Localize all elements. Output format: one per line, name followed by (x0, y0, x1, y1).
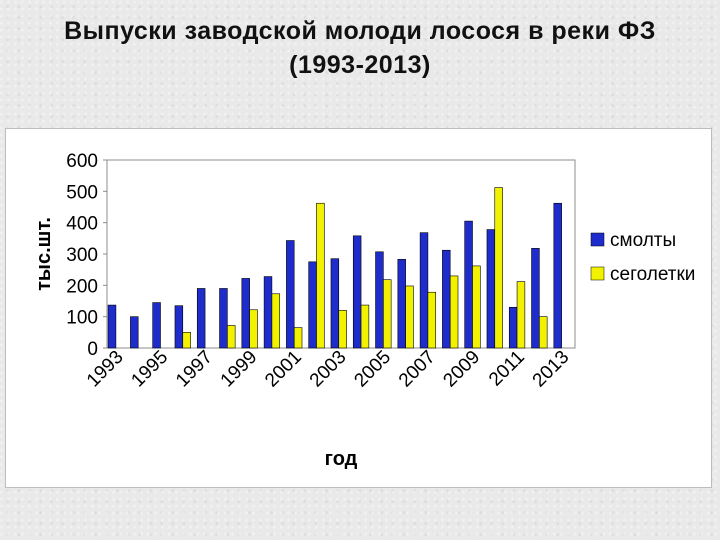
bar-fingerlings-2005 (383, 279, 392, 349)
x-tick-label: 1997 (172, 347, 217, 392)
bar-smolts-1994 (130, 316, 139, 349)
bar-smolts-1993 (107, 304, 117, 349)
bar-fingerlings-2012 (539, 316, 548, 349)
bar-smolts-2010 (486, 229, 496, 349)
bar-fingerlings-1999 (249, 309, 258, 349)
bar-fingerlings-2010 (494, 187, 503, 349)
bar-fingerlings-2007 (427, 291, 437, 349)
legend-swatch-fingerlings (590, 266, 605, 281)
bar-smolts-2009 (464, 220, 473, 349)
x-axis-label: год (325, 448, 358, 470)
y-tick-label: 300 (66, 245, 98, 266)
bar-smolts-1996 (174, 305, 184, 349)
bar-fingerlings-1998 (227, 325, 236, 349)
y-tick-label: 200 (66, 276, 98, 297)
bar-fingerlings-2009 (472, 265, 481, 349)
bar-fingerlings-2001 (293, 327, 303, 349)
bar-smolts-1999 (241, 278, 250, 349)
y-tick-label: 500 (66, 182, 98, 203)
bar-fingerlings-1996 (182, 332, 191, 349)
bar-fingerlings-2011 (516, 281, 526, 349)
bar-smolts-2004 (352, 235, 362, 349)
legend: смолты сеголетки (590, 230, 695, 285)
y-tick-label: 0 (87, 339, 98, 360)
legend-swatch-smolts (590, 232, 605, 247)
bar-smolts-2008 (442, 249, 451, 349)
bar-smolts-2013 (553, 202, 562, 349)
y-tick-label: 600 (66, 151, 98, 172)
x-axis-ticks: 1993 1995 1997 1999 2001 2003 2005 2007 2009 2011… (83, 347, 574, 392)
bars-group (107, 187, 562, 349)
bar-smolts-1997 (196, 288, 206, 349)
bar-smolts-2011 (508, 306, 518, 349)
bar-fingerlings-2008 (449, 275, 459, 349)
y-tick-label: 400 (66, 214, 98, 235)
x-tick-label: 2013 (529, 347, 574, 392)
y-tick-label: 100 (66, 308, 98, 329)
bar-fingerlings-2004 (360, 304, 370, 349)
chart-frame: 0 100 200 300 400 500 600 1993 1995 1997 1999 2001… (5, 128, 712, 488)
bar-fingerlings-2006 (405, 285, 414, 349)
bar-fingerlings-2000 (271, 293, 281, 349)
x-tick-label: 2001 (261, 347, 306, 392)
bar-smolts-2002 (308, 261, 317, 349)
bar-smolts-2003 (330, 258, 340, 349)
legend-label-fingerlings: сеголетки (610, 264, 695, 285)
bar-smolts-1998 (219, 288, 228, 349)
bar-smolts-2001 (286, 240, 295, 349)
bar-smolts-2012 (531, 248, 540, 349)
bar-fingerlings-2002 (316, 202, 325, 349)
y-axis-label: тыс.шт. (33, 217, 55, 291)
slide-title: Выпуски заводской молоди лосося в реки Ф… (0, 14, 720, 82)
bar-smolts-1995 (152, 302, 161, 349)
bar-smolts-2006 (397, 259, 406, 349)
legend-label-smolts: смолты (610, 230, 676, 251)
y-axis-ticks: 0 100 200 300 400 500 600 (66, 151, 107, 360)
bar-smolts-2007 (419, 232, 429, 349)
bar-smolts-2005 (375, 251, 384, 349)
x-tick-label: 1999 (217, 347, 262, 392)
bar-fingerlings-2003 (338, 310, 347, 349)
x-tick-label: 2011 (485, 347, 529, 391)
x-tick-label: 2003 (306, 347, 351, 392)
title-line-1: Выпуски заводской молоди лосося в реки Ф… (64, 17, 656, 45)
x-tick-label: 1995 (127, 347, 172, 392)
x-tick-label: 2007 (395, 347, 440, 392)
x-tick-label: 2009 (439, 347, 484, 392)
bar-chart: 0 100 200 300 400 500 600 1993 1995 1997 1999 2001… (33, 151, 695, 470)
bar-smolts-2000 (263, 276, 273, 349)
title-line-2: (1993-2013) (289, 51, 431, 79)
x-tick-label: 2005 (350, 347, 395, 392)
